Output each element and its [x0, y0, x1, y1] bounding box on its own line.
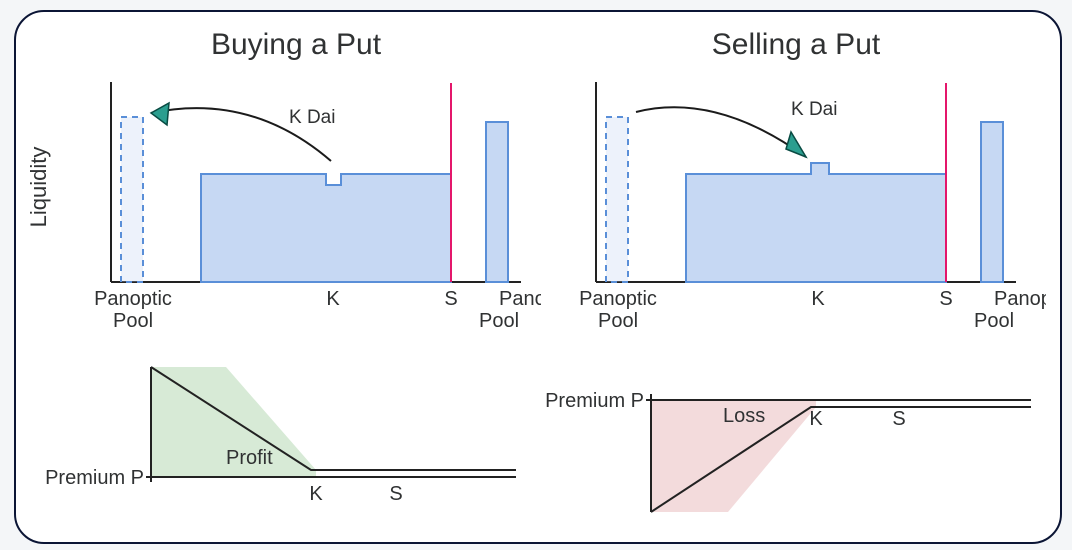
panoptic-pool-bar-dashed — [121, 117, 143, 282]
left-payoff: Premium P Profit K S — [16, 362, 536, 532]
s-label: S — [892, 408, 905, 430]
right-payoff: Premium P Loss K S — [521, 362, 1051, 532]
arrow-head-icon — [786, 132, 806, 157]
premium-label: Premium P — [45, 467, 144, 489]
arrow-head-icon — [151, 103, 169, 125]
xtick-s: S — [444, 288, 457, 310]
xtick-s: S — [939, 288, 952, 310]
k-range-bar — [201, 174, 451, 282]
xtick-panoptic-right-2: Pool — [479, 310, 519, 332]
arrow-curve — [636, 107, 806, 157]
premium-label: Premium P — [545, 390, 644, 412]
card: Buying a Put Selling a Put Liquidity K D… — [14, 10, 1062, 544]
xtick-panoptic-left-1: Panoptic — [579, 288, 657, 310]
xtick-panoptic-right-2: Pool — [974, 310, 1014, 332]
k-range-bar — [686, 163, 946, 282]
title-left-text: Buying a Put — [211, 28, 382, 61]
xtick-k: K — [811, 288, 825, 310]
title-right-text: Selling a Put — [712, 28, 881, 61]
panoptic-pool-bar-dashed — [606, 117, 628, 282]
right-top-chart: K Dai Panoptic Pool K S Panoptic Pool — [566, 67, 1046, 347]
arrow-label: K Dai — [289, 107, 335, 128]
arrow-label: K Dai — [791, 99, 837, 120]
s-label: S — [389, 483, 402, 505]
xtick-k: K — [326, 288, 340, 310]
xtick-panoptic-left-2: Pool — [113, 310, 153, 332]
left-top-chart: K Dai Panoptic Pool K S Panoptic Pool — [71, 67, 541, 347]
xtick-panoptic-right-1: Panoptic — [994, 288, 1046, 310]
xtick-panoptic-left-2: Pool — [598, 310, 638, 332]
profit-label: Profit — [226, 447, 273, 469]
panoptic-pool-bar-right — [486, 122, 508, 282]
title-right: Selling a Put — [536, 12, 1056, 72]
panoptic-pool-bar-right — [981, 122, 1003, 282]
xtick-panoptic-left-1: Panoptic — [94, 288, 172, 310]
k-label: K — [309, 483, 323, 505]
ylabel-text: Liquidity — [26, 147, 51, 228]
k-label: K — [809, 408, 823, 430]
xtick-panoptic-right-1: Panoptic — [499, 288, 541, 310]
title-left: Buying a Put — [16, 12, 536, 72]
loss-label: Loss — [723, 405, 765, 427]
ylabel: Liquidity — [26, 72, 66, 302]
